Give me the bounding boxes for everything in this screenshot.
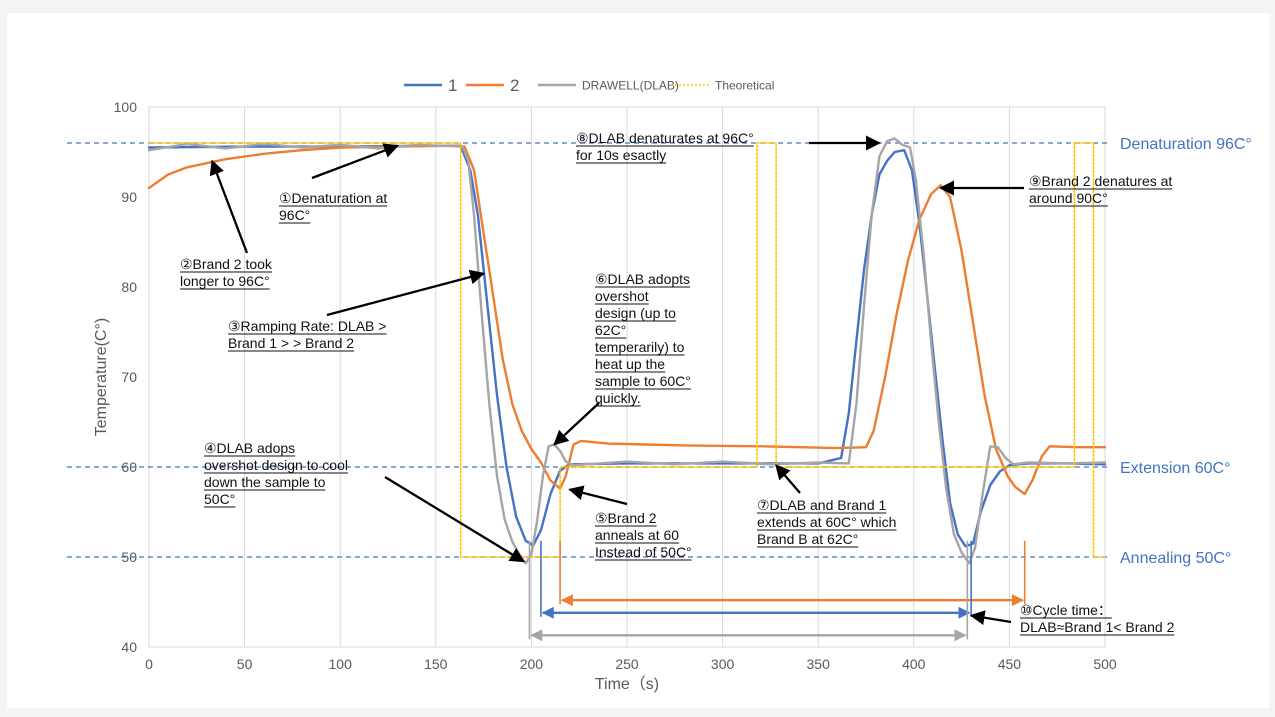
- y-tick-label: 50: [121, 549, 137, 565]
- x-axis-title: Time（s): [595, 675, 659, 693]
- annotation-8: ⑧DLAB denaturates at 96C°for 10s esactly: [576, 130, 881, 164]
- annotation-text: anneals at 60: [595, 527, 679, 543]
- annotation-text: overshot: [595, 288, 649, 304]
- annotation-arrow: [969, 610, 1012, 626]
- cycle-time-arrows: [528, 540, 1026, 642]
- annotation-arrow: [326, 269, 486, 317]
- x-tick-label: 200: [520, 656, 544, 672]
- annotation-text: Brand 1 > > Brand 2: [228, 335, 354, 351]
- y-tick-label: 100: [114, 99, 138, 115]
- annotation-3: ③Ramping Rate: DLAB >Brand 1 > > Brand 2: [228, 269, 486, 352]
- x-tick-label: 150: [424, 656, 448, 672]
- annotation-text: longer to 96C°: [180, 273, 270, 289]
- x-tick-label: 500: [1093, 656, 1117, 672]
- annotation-text: DLAB≈Brand 1< Brand 2: [1020, 619, 1175, 635]
- annotation-text: around 90C°: [1029, 190, 1108, 206]
- x-tick-label: 250: [615, 656, 639, 672]
- annotation-text: 62C°: [595, 322, 626, 338]
- annotation-text: sample to 60C°: [595, 373, 691, 389]
- annotation-text: ⑤Brand 2: [595, 510, 657, 526]
- reference-line-label: Extension 60C°: [1120, 460, 1230, 477]
- annotation-text: ②Brand 2 took: [180, 256, 273, 272]
- legend-label: Theoretical: [715, 78, 774, 92]
- annotation-text: temperarily) to: [595, 339, 685, 355]
- y-tick-label: 90: [121, 189, 137, 205]
- annotation-text: 96C°: [279, 207, 310, 223]
- annotation-text: ③Ramping Rate: DLAB >: [228, 318, 386, 334]
- x-tick-label: 50: [237, 656, 253, 672]
- annotation-arrow: [311, 143, 399, 180]
- reference-line-label: Annealing 50C°: [1120, 550, 1231, 567]
- x-tick-label: 0: [145, 656, 153, 672]
- y-tick-label: 40: [121, 639, 137, 655]
- annotation-text: ⑦DLAB and Brand 1: [757, 497, 887, 513]
- annotation-text: Instead of 50C°: [595, 544, 692, 560]
- annotation-text: 50C°: [204, 491, 235, 507]
- y-tick-label: 60: [121, 459, 137, 475]
- y-tick-label: 70: [121, 369, 137, 385]
- annotation-text: for 10s esactly: [576, 147, 666, 163]
- x-tick-label: 450: [998, 656, 1022, 672]
- y-axis-title: Temperature(C°): [93, 318, 110, 436]
- annotation-arrow: [553, 402, 600, 446]
- annotation-text: ⑩Cycle time：: [1020, 602, 1112, 618]
- annotation-text: heat up the: [595, 356, 665, 372]
- plot-border: [148, 106, 1106, 648]
- annotation-text: extends at 60C° which: [757, 514, 896, 530]
- annotation-text: design (up to: [595, 305, 676, 321]
- x-tick-label: 350: [807, 656, 831, 672]
- series-line-theoretical: [148, 142, 1106, 558]
- annotation-arrow: [384, 476, 526, 563]
- legend-label: 1: [448, 76, 457, 95]
- annotation-arrow: [209, 159, 249, 254]
- annotation-arrow: [568, 485, 628, 506]
- annotation-text: ④DLAB adops: [204, 440, 295, 456]
- x-tick-label: 100: [329, 656, 353, 672]
- annotation-text: ①Denaturation at: [279, 190, 387, 206]
- chart-frame: 0 50 100 150 200 250 300 350 400 450 500 40 50 60 70 80…: [7, 13, 1269, 708]
- legend-label: 2: [510, 76, 519, 95]
- y-tick-label: 80: [121, 279, 137, 295]
- annotation-text: down the sample to: [204, 474, 326, 490]
- annotation-text: Brand B at 62C°: [757, 531, 858, 547]
- axes: 0 50 100 150 200 250 300 350 400 450 500 40 50 60 70 80…: [93, 99, 1117, 693]
- temperature-chart: 0 50 100 150 200 250 300 350 400 450 500 40 50 60 70 80…: [67, 76, 1252, 693]
- legend-label: DRAWELL(DLAB): [582, 78, 679, 92]
- reference-line-label: Denaturation 96C°: [1120, 136, 1252, 153]
- annotation-10: ⑩Cycle time：DLAB≈Brand 1< Brand 2: [969, 602, 1175, 636]
- annotation-arrow: [775, 464, 801, 494]
- annotation-text: ⑧DLAB denaturates at 96C°: [576, 130, 754, 146]
- x-tick-label: 300: [711, 656, 735, 672]
- annotation-text: ⑥DLAB adopts: [595, 271, 690, 287]
- x-tick-label: 400: [902, 656, 926, 672]
- annotation-text: quickly.: [595, 390, 641, 406]
- legend: 1 2 DRAWELL(DLAB) Theoretical: [404, 76, 774, 95]
- annotation-text: overshot design to cool: [204, 457, 348, 473]
- annotation-text: ⑨Brand 2 denatures at: [1029, 173, 1172, 189]
